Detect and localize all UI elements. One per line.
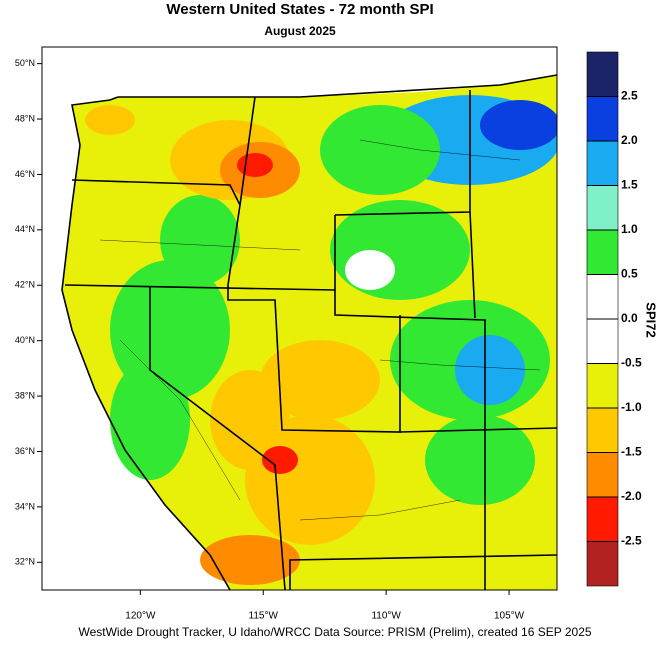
colorbar-tick-label: 2.0 bbox=[621, 133, 638, 147]
map-frame bbox=[41, 46, 558, 591]
colorbar-tick-label: -2.0 bbox=[621, 489, 642, 503]
colorbar-segment bbox=[586, 496, 619, 542]
y-tick-label: 34°N bbox=[15, 501, 35, 511]
colorbar-tick-label: -1.0 bbox=[621, 400, 642, 414]
map-area bbox=[61, 74, 557, 590]
state-borders bbox=[64, 74, 557, 590]
colorbar-tick-label: -1.5 bbox=[621, 445, 642, 459]
colorbar-segment bbox=[586, 541, 619, 587]
colorbar-tick-label: 0.5 bbox=[621, 267, 638, 281]
colorbar-segment bbox=[586, 51, 619, 97]
coastline bbox=[61, 96, 231, 590]
colorbar-segment bbox=[586, 140, 619, 186]
x-tick-label: 110°W bbox=[371, 611, 401, 622]
colorbar-segment bbox=[586, 452, 619, 498]
y-tick-label: 44°N bbox=[15, 224, 35, 234]
y-tick-label: 36°N bbox=[15, 446, 35, 456]
county-borders bbox=[99, 139, 541, 521]
x-tick-label: 105°W bbox=[494, 611, 525, 622]
x-tick-label: 120°W bbox=[125, 611, 156, 622]
colorbar-segment bbox=[586, 318, 619, 364]
colorbar-tick-label: 2.5 bbox=[621, 89, 638, 103]
y-tick-label: 38°N bbox=[15, 390, 35, 400]
colorbar-segment bbox=[586, 229, 619, 275]
y-tick-label: 46°N bbox=[15, 169, 35, 179]
spi-patches bbox=[85, 95, 557, 585]
y-tick-label: 48°N bbox=[15, 113, 35, 123]
footer: WestWide Drought Tracker, U Idaho/WRCC D… bbox=[78, 625, 591, 639]
colorbar-tick-label: 0.0 bbox=[621, 311, 638, 325]
colorbar-label: SPI72 bbox=[644, 302, 659, 337]
y-tick-label: 32°N bbox=[15, 557, 35, 567]
y-tick-label: 50°N bbox=[15, 58, 35, 68]
y-tick-label: 40°N bbox=[15, 335, 35, 345]
x-tick-label: 115°W bbox=[249, 611, 279, 622]
colorbar-segment bbox=[586, 185, 619, 231]
colorbar-tick-label: 1.5 bbox=[621, 178, 638, 192]
subtitle: August 2025 bbox=[264, 24, 336, 38]
y-tick-label: 42°N bbox=[15, 280, 35, 290]
title: Western United States - 72 month SPI bbox=[166, 1, 433, 18]
colorbar-tick-label: -2.5 bbox=[621, 534, 642, 548]
colorbar-tick-label: -0.5 bbox=[621, 356, 642, 370]
colorbar-segment bbox=[586, 96, 619, 142]
colorbar-segment bbox=[586, 407, 619, 453]
colorbar-segment bbox=[586, 363, 619, 409]
colorbar-segment bbox=[586, 274, 619, 320]
colorbar-tick-label: 1.0 bbox=[621, 222, 638, 236]
